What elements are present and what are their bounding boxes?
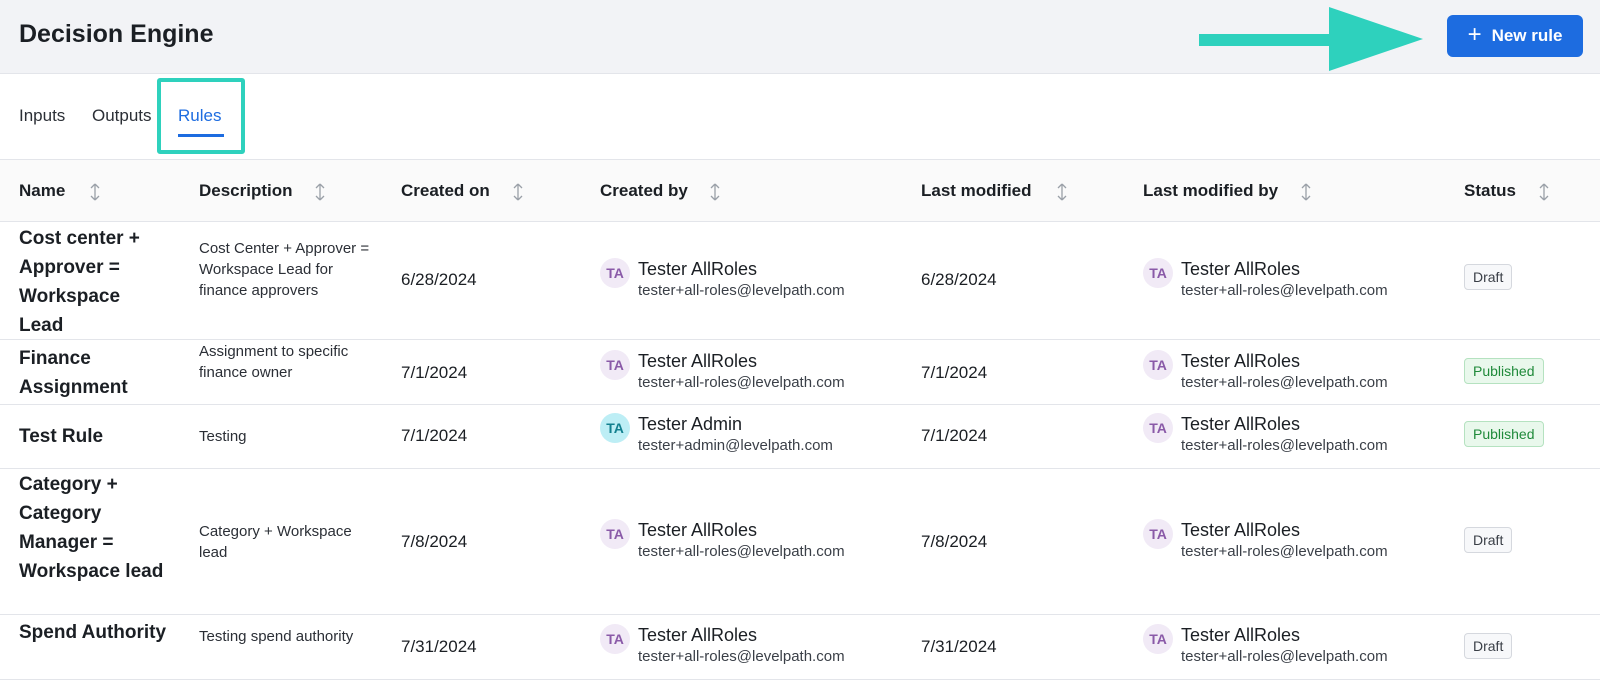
user-name: Tester Admin [638,414,743,434]
rule-name[interactable]: Finance Assignment [19,348,128,398]
user-email: tester+all-roles@levelpath.com [1181,282,1388,299]
user-email: tester+all-roles@levelpath.com [638,648,845,665]
user-email: tester+all-roles@levelpath.com [1181,374,1388,391]
rule-name[interactable]: Category + Category Manager = Workspace … [19,474,164,582]
user-email: tester+all-roles@levelpath.com [638,282,845,299]
rule-name[interactable]: Cost center + Approver = Workspace Lead [19,228,140,336]
rule-description: Assignment to specific finance owner [199,343,349,381]
avatar: TA [1143,258,1173,288]
sort-icon[interactable] [710,183,720,201]
status-badge: Draft [1464,527,1513,553]
last-modified-by-user: TA Tester AllRoles tester+all-roles@level… [1143,258,1388,302]
active-tab-indicator [178,134,224,137]
created-on: 6/28/2024 [401,270,477,289]
status-badge: Draft [1464,633,1513,659]
column-header-last-modified-by[interactable]: Last modified by [1143,181,1279,200]
created-by-user: TA Tester AllRoles tester+all-roles@level… [600,624,845,668]
last-modified: 7/1/2024 [921,363,988,382]
tab-rules[interactable]: Rules [178,106,222,125]
user-name: Tester AllRoles [638,351,758,371]
page-title: Decision Engine [19,20,214,48]
sort-icon[interactable] [513,183,523,201]
last-modified-by-user: TA Tester AllRoles tester+all-roles@level… [1143,519,1388,563]
rule-description: Testing spend authority [199,628,354,645]
last-modified: 7/31/2024 [921,637,997,656]
rule-name[interactable]: Test Rule [19,426,104,447]
last-modified-by-user: TA Tester AllRoles tester+all-roles@level… [1143,350,1388,394]
sort-icon[interactable] [1539,183,1549,201]
sort-icon[interactable] [1057,183,1067,201]
tab-bar: Inputs Outputs Rules [0,74,1600,160]
column-header-created-by[interactable]: Created by [600,181,688,200]
user-email: tester+admin@levelpath.com [638,437,833,454]
sort-icon[interactable] [1301,183,1311,201]
avatar: TA [600,519,630,549]
sort-icon[interactable] [90,183,100,201]
created-on: 7/1/2024 [401,363,468,382]
avatar: TA [600,624,630,654]
user-name: Tester AllRoles [638,520,758,540]
tab-outputs[interactable]: Outputs [92,106,152,125]
table-row[interactable]: Cost center + Approver = Workspace Lead … [0,222,1600,340]
last-modified: 7/8/2024 [921,532,988,551]
last-modified-by-user: TA Tester AllRoles tester+all-roles@level… [1143,413,1388,457]
avatar: TA [600,350,630,380]
created-on: 7/31/2024 [401,637,477,656]
column-header-name[interactable]: Name [19,181,66,200]
top-bar: Decision Engine + New rule [0,0,1600,74]
user-email: tester+all-roles@levelpath.com [638,543,845,560]
avatar: TA [1143,624,1173,654]
created-by-user: TA Tester AllRoles tester+all-roles@level… [600,519,845,563]
created-on: 7/8/2024 [401,532,468,551]
status-badge: Published [1464,358,1544,384]
status-badge: Draft [1464,264,1513,290]
column-header-description[interactable]: Description [199,181,293,200]
plus-icon: + [1467,21,1482,48]
user-name: Tester AllRoles [1181,625,1301,645]
user-email: tester+all-roles@levelpath.com [638,374,845,391]
table-header: Name Description Created on Created by L… [0,160,1600,222]
tab-inputs[interactable]: Inputs [19,106,66,125]
table-row[interactable]: Finance Assignment Assignment to specifi… [0,340,1600,405]
column-header-last-modified[interactable]: Last modified [921,181,1032,200]
column-header-created-on[interactable]: Created on [401,181,490,200]
created-by-user: TA Tester AllRoles tester+all-roles@level… [600,258,845,302]
created-by-user: TA Tester Admin tester+admin@levelpath.co… [600,413,833,457]
created-on: 7/1/2024 [401,426,468,445]
rule-name[interactable]: Spend Authority [19,622,167,643]
last-modified: 6/28/2024 [921,270,997,289]
table-row[interactable]: Category + Category Manager = Workspace … [0,469,1600,615]
avatar: TA [1143,350,1173,380]
user-name: Tester AllRoles [1181,351,1301,371]
column-header-status[interactable]: Status [1464,181,1516,200]
user-email: tester+all-roles@levelpath.com [1181,648,1388,665]
new-rule-button[interactable]: + New rule [1447,15,1583,57]
created-by-user: TA Tester AllRoles tester+all-roles@level… [600,350,845,394]
table-row[interactable]: Test Rule Testing 7/1/2024 TA Tester Adm… [0,405,1600,469]
annotation-arrow-icon [1199,7,1423,71]
last-modified: 7/1/2024 [921,426,988,445]
rule-description: Testing [199,428,247,445]
user-name: Tester AllRoles [638,259,758,279]
user-name: Tester AllRoles [1181,259,1301,279]
user-email: tester+all-roles@levelpath.com [1181,437,1388,454]
rule-description: Cost Center + Approver = Workspace Lead … [199,240,370,299]
sort-icon[interactable] [315,183,325,201]
avatar: TA [600,258,630,288]
last-modified-by-user: TA Tester AllRoles tester+all-roles@level… [1143,624,1388,668]
user-name: Tester AllRoles [638,625,758,645]
avatar: TA [1143,413,1173,443]
user-name: Tester AllRoles [1181,414,1301,434]
user-name: Tester AllRoles [1181,520,1301,540]
user-email: tester+all-roles@levelpath.com [1181,543,1388,560]
rule-description: Category + Workspace lead [199,523,352,561]
status-badge: Published [1464,421,1544,447]
table-row[interactable]: Spend Authority Testing spend authority … [0,615,1600,680]
new-rule-label: New rule [1491,26,1563,45]
avatar: TA [600,413,630,443]
avatar: TA [1143,519,1173,549]
